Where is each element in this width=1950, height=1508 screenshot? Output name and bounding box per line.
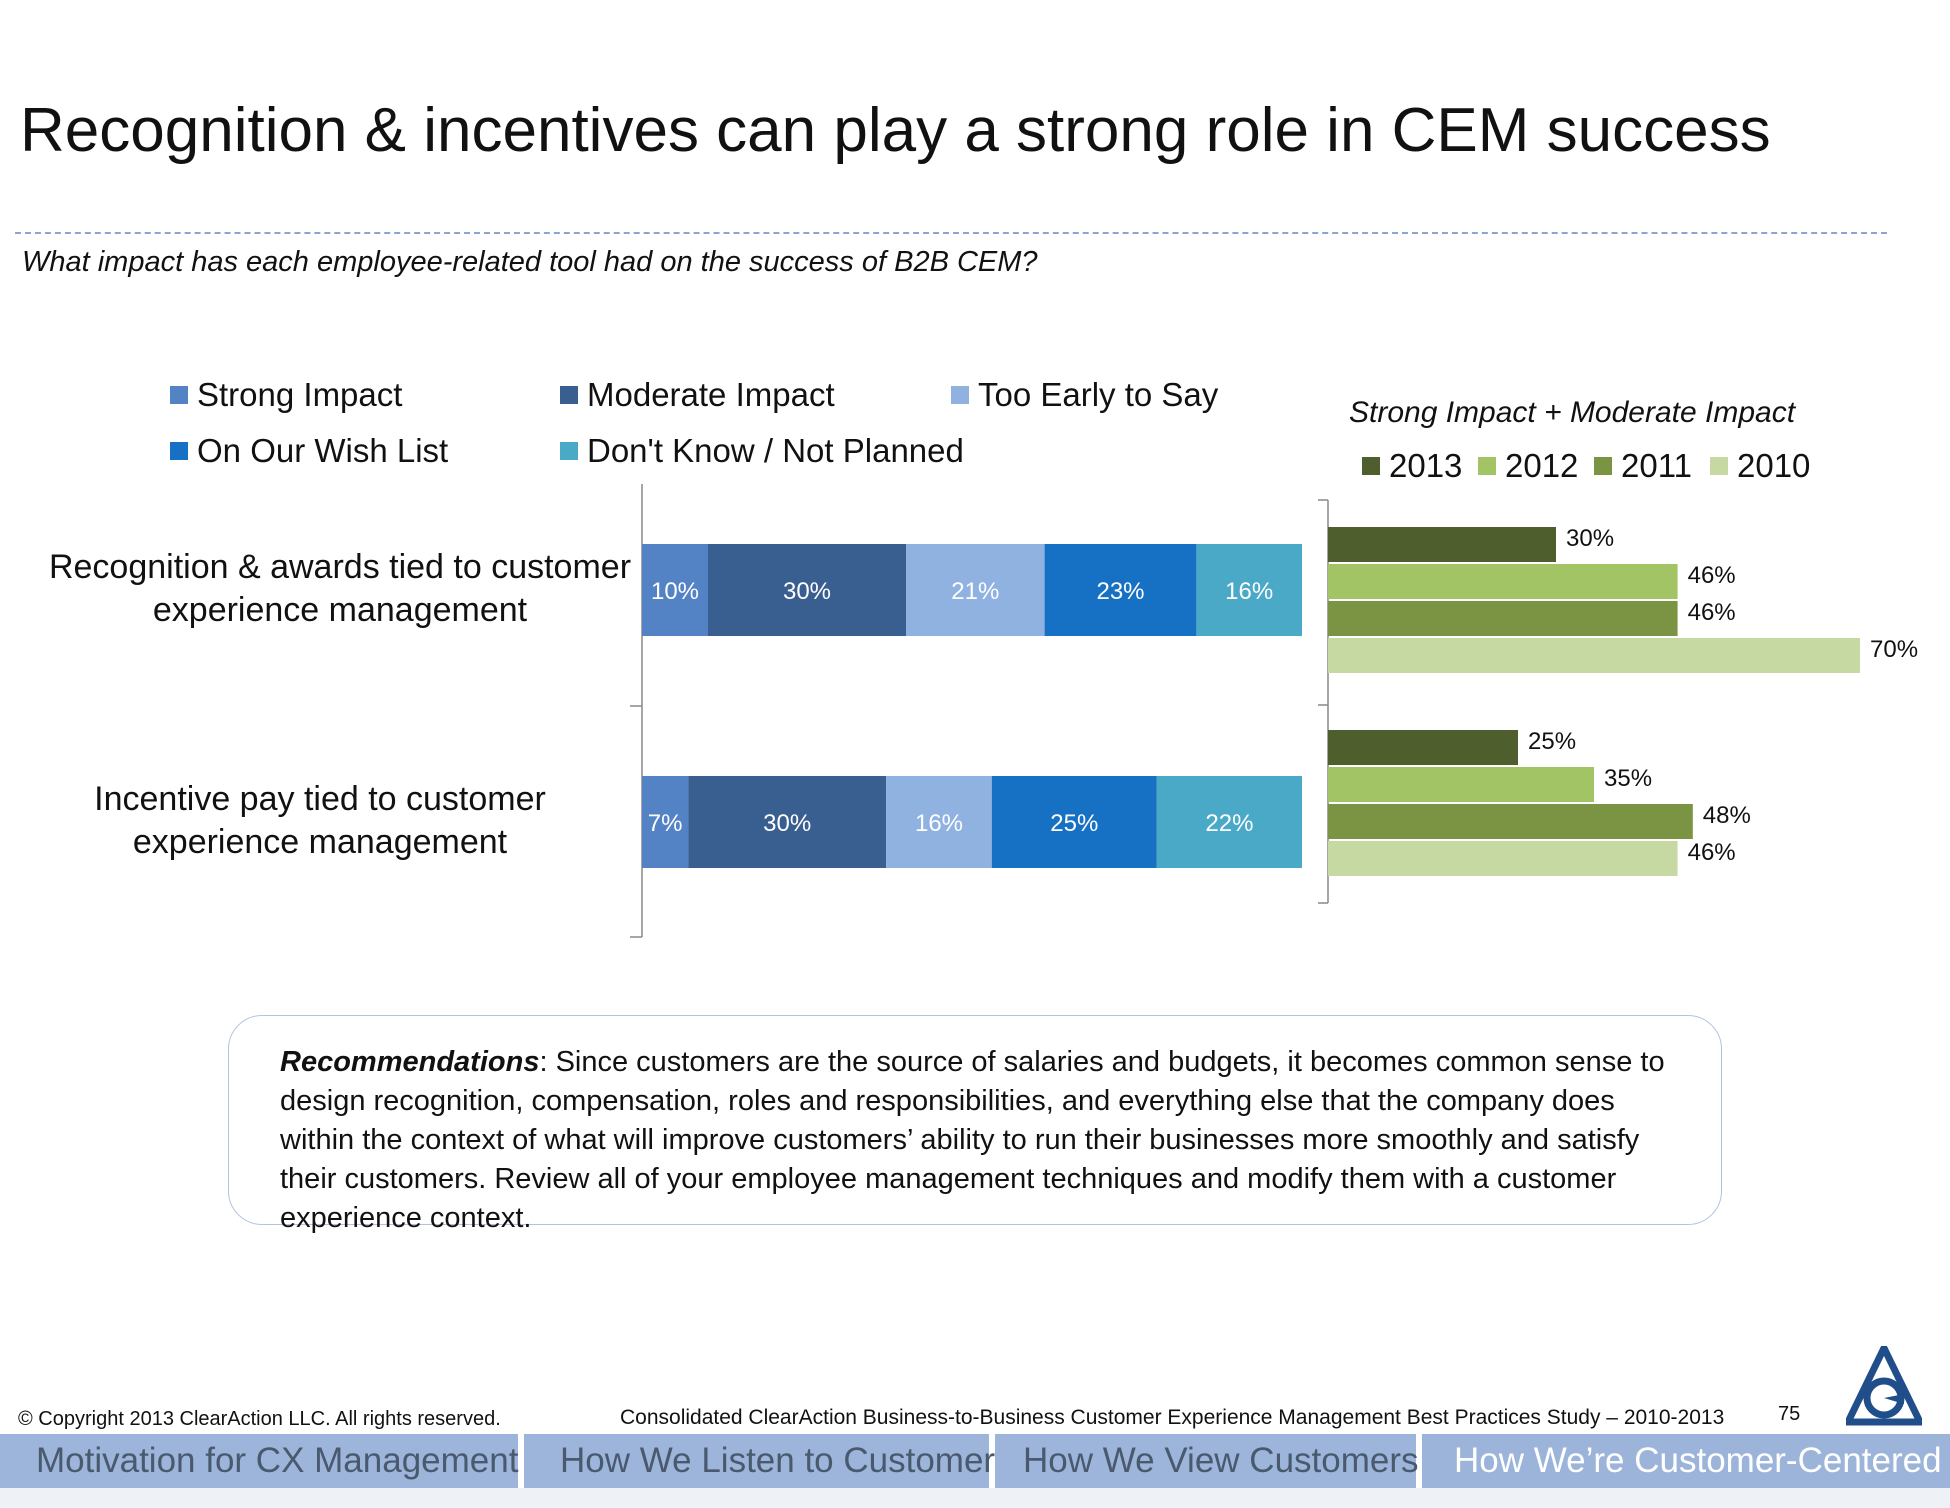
year-bar [1328,730,1518,765]
category-label-incentive: Incentive pay tied to customer experienc… [94,780,546,861]
legend-item-2010: 2010 [1710,447,1810,485]
year-bar [1328,527,1556,562]
year-bar-value-label: 46% [1688,562,1736,589]
year-bar [1328,638,1860,673]
stacked-bar-segment [1044,544,1197,636]
legend-item-2013: 2013 [1362,447,1462,485]
stacked-bar-segment [642,776,689,868]
study-name: Consolidated ClearAction Business-to-Bus… [620,1406,1725,1429]
legend-label: Moderate Impact [587,376,835,413]
legend-swatch [1710,457,1728,475]
stacked-bar-segment [1196,544,1302,636]
nav-tab-centered[interactable]: How We’re Customer-Centered [1422,1434,1950,1488]
page-number: 75 [1778,1403,1801,1425]
stacked-bar-segment [642,544,708,636]
stacked-bar-value-label: 22% [1205,810,1253,837]
stacked-bar-segment [688,776,887,868]
year-bar-value-label: 70% [1870,636,1918,663]
recommendations-box [228,1015,1722,1225]
legend-swatch [170,442,188,460]
legend-swatch [170,386,188,404]
bottom-strip [0,1488,1950,1508]
legend-item-strong-impact: Strong Impact [170,376,402,414]
legend-item-moderate-impact: Moderate Impact [560,376,835,414]
stacked-bar-segment [886,776,992,868]
legend-item-wish-list: On Our Wish List [170,432,448,470]
legend-label: 2011 [1621,447,1692,484]
impact-charts: 10% 30% 21% 23% 16% 7% 30% 16% 25% 22% 30% 46% 46% 7… [630,484,1918,938]
stacked-bar-segment [708,544,906,636]
stacked-bar-value-label: 25% [1050,810,1098,837]
legend-label: 2010 [1737,447,1811,484]
year-bar-value-label: 25% [1528,728,1576,755]
stacked-bar-value-label: 10% [651,578,699,605]
legend-label: Don't Know / Not Planned [587,432,964,469]
legend-swatch [560,386,578,404]
copyright: © Copyright 2013 ClearAction LLC. All ri… [18,1408,501,1430]
year-bar-value-label: 35% [1604,765,1652,792]
legend-swatch [951,386,969,404]
year-bar-value-label: 46% [1688,839,1736,866]
year-bar-value-label: 30% [1566,525,1614,552]
stacked-bar-value-label: 23% [1096,578,1144,605]
nav-tab-motivation[interactable]: Motivation for CX Management [0,1434,518,1488]
legend-swatch [560,442,578,460]
recommendations-body: : Since customers are the source of sala… [280,1046,1665,1234]
stacked-bar-segment [991,776,1157,868]
year-bar [1328,804,1693,839]
legend-label: 2013 [1389,447,1463,484]
legend-swatch [1594,457,1612,475]
year-bar [1328,767,1594,802]
legend-item-dont-know: Don't Know / Not Planned [560,432,964,470]
legend-item-2011: 2011 [1594,447,1692,485]
stacked-bar-chart: 10% 30% 21% 23% 16% 7% 30% 16% 25% 22% [630,484,1302,938]
survey-question: What impact has each employee-related to… [22,246,1038,278]
year-bar-value-label: 46% [1688,599,1736,626]
stacked-bar-value-label: 21% [951,578,999,605]
right-chart-title: Strong Impact + Moderate Impact [1349,396,1796,429]
legend-label: On Our Wish List [197,432,449,469]
legend-item-2012: 2012 [1478,447,1578,485]
legend-label: Too Early to Say [978,376,1219,413]
year-bar [1328,564,1678,599]
clearaction-logo-icon [1846,1346,1922,1426]
page-title: Recognition & incentives can play a stro… [20,96,1771,165]
stacked-bar-value-label: 30% [783,578,831,605]
legend-label: Strong Impact [197,376,403,413]
legend-swatch [1362,457,1380,475]
nav-tab-listen[interactable]: How We Listen to Customers [524,1434,1013,1488]
title-divider [15,232,1887,234]
legend-swatch [1478,457,1496,475]
year-bar [1328,841,1678,876]
recommendations-text: Recommendations: Since customers are the… [280,1043,1680,1238]
category-label-recognition: Recognition & awards tied to customer ex… [48,548,632,629]
year-bar-chart: 30% 46% 46% 70% 25% 35% 48% 46% [1318,499,1918,904]
stacked-bar-segment [1156,776,1302,868]
legend-item-too-early: Too Early to Say [951,376,1218,414]
year-bar-value-label: 48% [1703,802,1751,829]
stacked-bar-value-label: 16% [1225,578,1273,605]
section-nav: Motivation for CX Management How We List… [0,1434,1950,1488]
legend-label: 2012 [1505,447,1579,484]
recommendations-label: Recommendations [280,1046,540,1078]
year-bar [1328,601,1678,636]
stacked-bar-value-label: 16% [915,810,963,837]
stacked-bar-value-label: 7% [648,810,683,837]
stacked-bar-segment [906,544,1045,636]
stacked-bar-value-label: 30% [763,810,811,837]
nav-tab-view[interactable]: How We View Customers [995,1434,1419,1488]
